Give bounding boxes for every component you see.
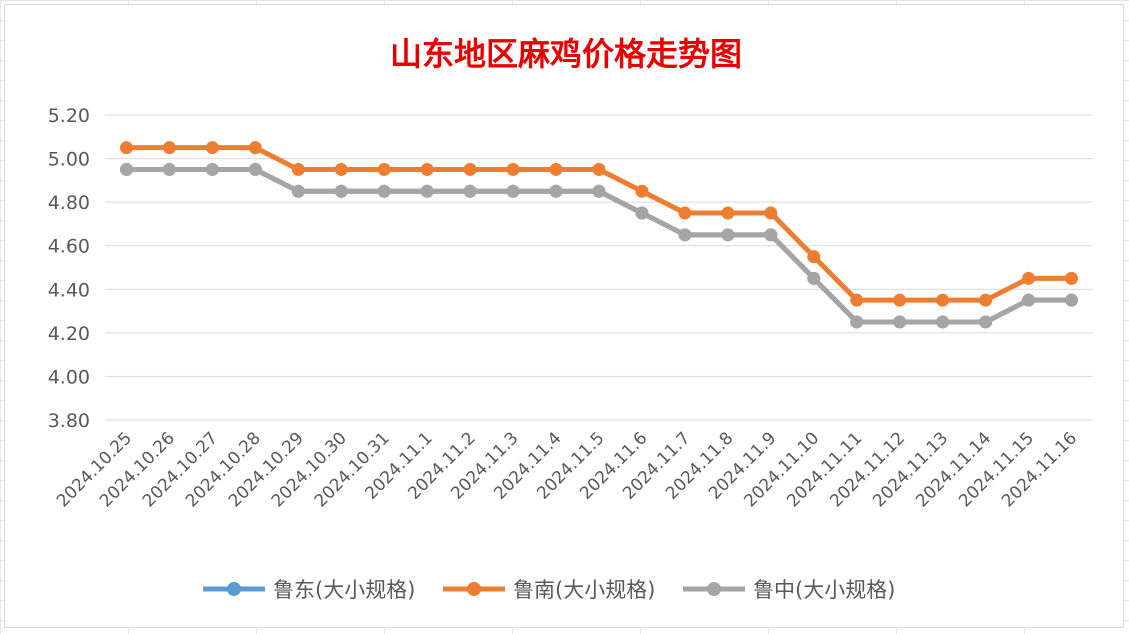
gridlines: [105, 114, 1093, 421]
data-point[interactable]: [807, 250, 821, 264]
data-point[interactable]: [678, 228, 692, 242]
chart-frame[interactable]: 山东地区麻鸡价格走势图 5.20 5.00 4.80 4.60 4.40 4.20 4.00…: [4, 4, 1124, 628]
legend-item-1[interactable]: 鲁东(大小规格): [203, 578, 415, 602]
data-point[interactable]: [850, 315, 864, 329]
data-point[interactable]: [248, 141, 262, 155]
y-tick-label: 4.00: [48, 366, 90, 388]
legend-item-2[interactable]: 鲁南(大小规格): [443, 578, 655, 602]
data-point[interactable]: [635, 184, 649, 198]
data-point[interactable]: [463, 184, 477, 198]
legend-swatch-marker: [467, 582, 481, 596]
data-point[interactable]: [764, 206, 778, 220]
y-tick-label: 5.20: [48, 105, 90, 127]
y-tick-label: 4.80: [48, 192, 90, 214]
data-point[interactable]: [678, 206, 692, 220]
y-tick-label: 4.40: [48, 279, 90, 301]
data-point[interactable]: [764, 228, 778, 242]
data-point[interactable]: [1022, 271, 1036, 285]
data-point[interactable]: [506, 162, 520, 176]
legend: 鲁东(大小规格) 鲁南(大小规格) 鲁中(大小规格): [203, 578, 895, 602]
data-point[interactable]: [420, 184, 434, 198]
y-tick-label: 3.80: [48, 410, 90, 432]
legend-label: 鲁南(大小规格): [513, 578, 655, 602]
chart-title: 山东地区麻鸡价格走势图: [390, 35, 742, 73]
y-axis-tick-labels: 5.20 5.00 4.80 4.60 4.40 4.20 4.00 3.80: [48, 105, 90, 432]
y-tick-label: 5.00: [48, 149, 90, 171]
data-point[interactable]: [721, 206, 735, 220]
data-point[interactable]: [592, 184, 606, 198]
data-point[interactable]: [592, 162, 606, 176]
data-point[interactable]: [979, 293, 993, 307]
data-point[interactable]: [1065, 293, 1079, 307]
y-tick-label: 4.60: [48, 236, 90, 258]
data-point[interactable]: [377, 162, 391, 176]
legend-swatch-marker: [707, 582, 721, 596]
data-point[interactable]: [205, 141, 219, 155]
data-point[interactable]: [334, 162, 348, 176]
y-tick-label: 4.20: [48, 323, 90, 345]
data-point[interactable]: [205, 162, 219, 176]
data-point[interactable]: [248, 162, 262, 176]
data-point[interactable]: [291, 184, 305, 198]
x-axis-tick-labels: 2024.10.252024.10.262024.10.272024.10.28…: [53, 428, 1081, 511]
data-point[interactable]: [119, 141, 133, 155]
data-point[interactable]: [377, 184, 391, 198]
data-point[interactable]: [850, 293, 864, 307]
data-point[interactable]: [893, 293, 907, 307]
data-point[interactable]: [334, 184, 348, 198]
data-point[interactable]: [549, 162, 563, 176]
data-point[interactable]: [893, 315, 907, 329]
data-point[interactable]: [635, 206, 649, 220]
data-point[interactable]: [162, 141, 176, 155]
data-point[interactable]: [1022, 293, 1036, 307]
data-point[interactable]: [420, 162, 434, 176]
data-point[interactable]: [549, 184, 563, 198]
series-3: [119, 162, 1079, 329]
data-point[interactable]: [979, 315, 993, 329]
data-point[interactable]: [721, 228, 735, 242]
legend-label: 鲁中(大小规格): [753, 578, 895, 602]
data-point[interactable]: [936, 315, 950, 329]
legend-item-3[interactable]: 鲁中(大小规格): [683, 578, 895, 602]
data-point[interactable]: [506, 184, 520, 198]
legend-label: 鲁东(大小规格): [273, 578, 415, 602]
data-point[interactable]: [291, 162, 305, 176]
series-2: [119, 141, 1079, 307]
data-point[interactable]: [1065, 271, 1079, 285]
data-point[interactable]: [463, 162, 477, 176]
legend-swatch-marker: [227, 582, 241, 596]
data-point[interactable]: [807, 271, 821, 285]
data-point[interactable]: [162, 162, 176, 176]
series-group: [119, 141, 1079, 329]
data-point[interactable]: [936, 293, 950, 307]
data-point[interactable]: [119, 162, 133, 176]
line-chart: 山东地区麻鸡价格走势图 5.20 5.00 4.80 4.60 4.40 4.20 4.00…: [48, 35, 1093, 602]
